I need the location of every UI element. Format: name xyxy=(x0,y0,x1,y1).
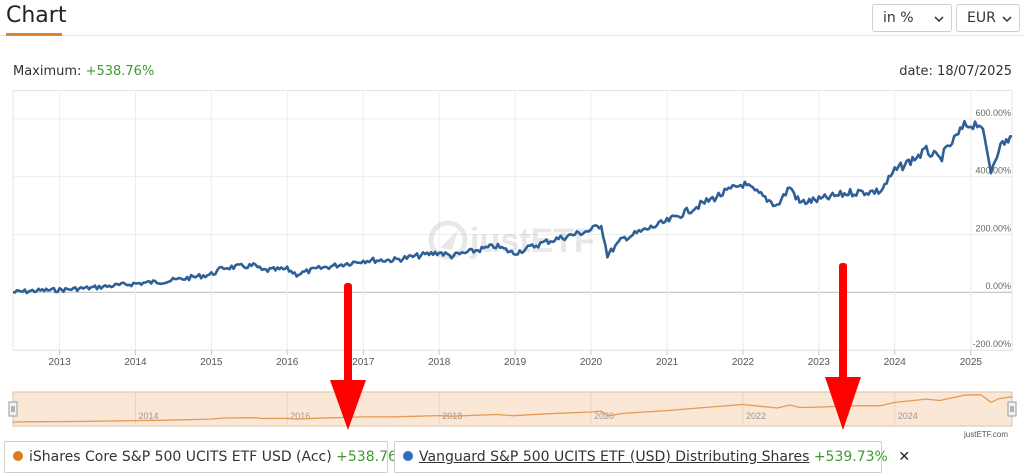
page-title: Chart xyxy=(6,3,67,28)
date-stat: date: 18/07/2025 xyxy=(899,64,1012,79)
series-color-dot xyxy=(403,451,413,461)
chevron-down-icon xyxy=(934,16,944,23)
x-tick-label: 2016 xyxy=(276,357,299,368)
y-tick-label: -200.00% xyxy=(972,339,1011,349)
chevron-down-icon xyxy=(1002,16,1012,23)
maximum-stat: Maximum: +538.76% xyxy=(13,64,154,79)
x-tick-label: 2018 xyxy=(428,357,451,368)
title-underline xyxy=(6,33,62,36)
legend-name-link[interactable]: Vanguard S&P 500 UCITS ETF (USD) Distrib… xyxy=(419,449,810,465)
y-tick-label: 0.00% xyxy=(985,281,1011,291)
watermark: justETF xyxy=(428,220,595,260)
navigator-tick-label: 2024 xyxy=(898,411,918,421)
watermark-text: justETF xyxy=(469,222,595,260)
series-layer xyxy=(12,119,1013,295)
y-tick-label: 600.00% xyxy=(975,108,1011,118)
chart-header: Chart in % EUR xyxy=(0,0,1024,36)
navigator-series-line-0 xyxy=(12,394,1013,423)
legend-value: +539.73% xyxy=(813,449,888,465)
navigator-tick-label: 2014 xyxy=(138,411,158,421)
series-line-0 xyxy=(12,119,1013,295)
x-tick-label: 2020 xyxy=(580,357,603,368)
y-tick-label: 200.00% xyxy=(975,223,1011,233)
x-tick-label: 2014 xyxy=(124,357,147,368)
navigator-right-handle[interactable] xyxy=(1007,401,1017,417)
x-tick-label: 2023 xyxy=(808,357,831,368)
navigator-series xyxy=(12,394,1013,423)
close-icon[interactable]: ✕ xyxy=(898,449,911,465)
series-color-dot xyxy=(13,451,23,461)
navigator-left-handle[interactable] xyxy=(8,401,18,417)
x-tick-label: 2024 xyxy=(884,357,907,368)
currency-select[interactable]: EUR xyxy=(956,4,1020,32)
x-tick-label: 2019 xyxy=(504,357,527,368)
x-tick-label: 2022 xyxy=(732,357,755,368)
legend-value: +538.76% xyxy=(336,449,411,465)
x-tick-label: 2017 xyxy=(352,357,375,368)
maximum-label: Maximum: xyxy=(13,64,82,79)
y-tick-label: 400.00% xyxy=(975,166,1011,176)
x-tick-label: 2015 xyxy=(200,357,223,368)
legend-item-vanguard[interactable]: Vanguard S&P 500 UCITS ETF (USD) Distrib… xyxy=(394,441,910,473)
x-tick-label: 2021 xyxy=(656,357,679,368)
chart-navigator[interactable]: 2014 2016 2018 2020 2022 2024 xyxy=(0,388,1024,440)
unit-select-value: in % xyxy=(883,10,914,26)
x-axis: 2013 2014 2015 2016 2017 2018 2019 2020 2021 2022… xyxy=(48,350,982,368)
plot-frame xyxy=(12,90,1013,351)
navigator-tick-label: 2022 xyxy=(746,411,766,421)
currency-select-value: EUR xyxy=(967,10,996,26)
x-tick-label: 2013 xyxy=(48,357,71,368)
x-tick-label: 2025 xyxy=(960,357,983,368)
chart-credit: justETF.com xyxy=(964,430,1009,439)
performance-chart[interactable]: justETF 600.00% 400.00% 200.00% 0.00% -200.0… xyxy=(0,90,1024,380)
legend-item-ishares[interactable]: iShares Core S&P 500 UCITS ETF USD (Acc)… xyxy=(4,441,410,473)
navigator-tick-label: 2020 xyxy=(594,411,614,421)
chart-grid xyxy=(12,90,1013,351)
maximum-value: +538.76% xyxy=(85,64,155,79)
legend-name: iShares Core S&P 500 UCITS ETF USD (Acc) xyxy=(29,449,332,465)
navigator-tick-label: 2016 xyxy=(290,411,310,421)
unit-select[interactable]: in % xyxy=(872,4,952,32)
y-axis: 600.00% 400.00% 200.00% 0.00% -200.00% xyxy=(972,108,1011,349)
